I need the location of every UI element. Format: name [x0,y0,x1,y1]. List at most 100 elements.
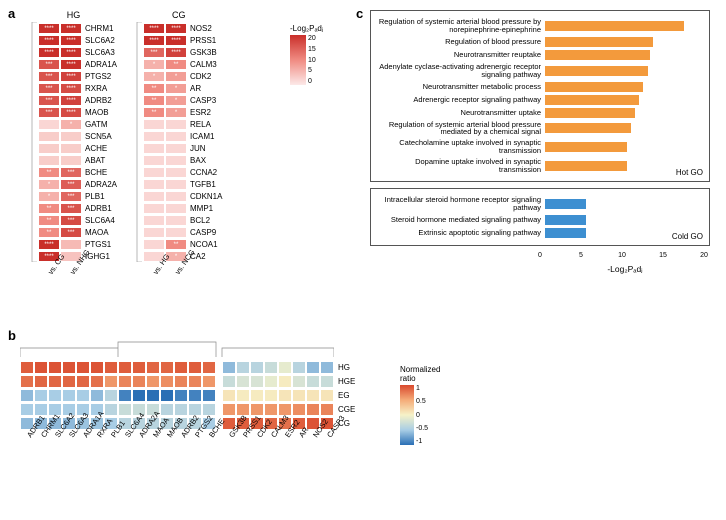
gene-label: ICAM1 [190,132,214,141]
heatmap-cell [62,375,76,388]
heatmap-cell [278,389,292,402]
heatmap-cell [118,361,132,374]
bar-row: Catecholamine uptake involved in synapti… [371,139,709,155]
heatmap-cell [34,403,48,416]
gene-label: ESR2 [190,108,211,117]
bar-row: Steroid hormone mediated signaling pathw… [371,215,709,225]
heatmap-cell [34,361,48,374]
gene-label: PLB1 [85,192,105,201]
gene-label: SCN5A [85,132,112,141]
heatmap-cell [278,361,292,374]
heatmap-cell [250,361,264,374]
heatmap-cell: ** [38,203,60,214]
heatmap-cell: **** [60,71,82,82]
gene-label: CASP3 [190,96,216,105]
heatmap-row: **NCOA1 [143,238,222,250]
heatmap-cell [90,389,104,402]
heatmap-row: ****PLB1 [38,190,117,202]
gene-label: AR [190,84,201,93]
heatmap-cell: * [143,59,165,70]
heatmap-cell [264,403,278,416]
heatmap-cell [202,375,216,388]
heatmap-row: *******RXRA [38,82,117,94]
tick-label: -0.5 [416,425,428,432]
heatmap-row: *******ADRA1A [38,58,117,70]
heatmap-cell [143,143,165,154]
bar-row: Neurotransmitter metabolic process [371,82,709,92]
heatmap-cell: **** [38,47,60,58]
gene-label: MMP1 [190,204,213,213]
chart-title: Hot GO [676,168,703,177]
gene-label: PTGS2 [85,72,111,81]
heatmap-cell [76,389,90,402]
cold-go-chart: Intracellular steroid hormone receptor s… [370,188,710,246]
heatmap-cell [38,119,60,130]
heatmap-cell: **** [60,95,82,106]
bar-row: Regulation of blood pressure [371,37,709,47]
heatmap-cell [165,227,187,238]
heatmap-row: ********PRSS1 [143,34,222,46]
gene-label: CCNA2 [190,168,217,177]
gene-label: ADRB1 [85,204,112,213]
heatmap-cell [292,361,306,374]
heatmap-cell [20,403,34,416]
heatmap-row: ********NOS2 [143,22,222,34]
heatmap-row: CASP9 [143,226,222,238]
heatmap-cell [188,389,202,402]
heatmap-cell [62,361,76,374]
heatmap-cell [143,179,165,190]
gene-label: ACHE [85,144,107,153]
heatmap-cell: * [60,119,82,130]
bar-label: Dopamine uptake involved in synaptic tra… [371,158,545,174]
tick-label: 0 [416,412,428,419]
heatmap-row: SCN5A [38,130,117,142]
bar-label: Steroid hormone mediated signaling pathw… [371,216,545,224]
heatmap-cell: **** [38,239,60,250]
chart-title: Cold GO [672,232,703,241]
heatmap-cell [146,375,160,388]
heatmap-cell [160,375,174,388]
bar [545,161,627,171]
heatmap-cell [306,403,320,416]
heatmap-cell [188,361,202,374]
heatmap-cell [188,375,202,388]
heatmap-cell: ** [143,107,165,118]
heatmap-cell: *** [38,71,60,82]
heatmap-cell [104,389,118,402]
panel-a-heatmaps: HG********CHRM1********SLC6A2********SLC… [30,10,222,278]
heatmap-cell [250,403,264,416]
heatmap-cell [20,361,34,374]
heatmap-row: ********SLC6A2 [38,34,117,46]
bar [545,142,627,152]
heatmap-cell [118,389,132,402]
hot-go-chart: Regulation of systemic arterial blood pr… [370,10,710,182]
heatmap-cell [188,403,202,416]
heatmap-cell [165,179,187,190]
heatmap-cell [264,375,278,388]
heatmap-cell [38,155,60,166]
bar [545,95,639,105]
heatmap-cell: * [165,71,187,82]
heatmap-cell: ** [143,95,165,106]
heatmap-row: *****BCHE [38,166,117,178]
heatmap-cell: *** [60,203,82,214]
panel-a-label: a [8,6,15,21]
gene-label: CDK2 [190,72,211,81]
bar-row: Regulation of systemic arterial blood pr… [371,18,709,34]
block-title: HG [30,10,117,20]
tick-label: 0 [308,78,316,85]
bar-row: Dopamine uptake involved in synaptic tra… [371,158,709,174]
heatmap-row: JUN [143,142,222,154]
heatmap-cell: **** [60,83,82,94]
row-label: HG [338,363,350,372]
figure: a b c HG********CHRM1********SLC6A2*****… [0,0,726,520]
panel-b-heatmap-wrap: HGHGEEGCGECG ADRB1CHRM1SLC6A2SLC6A3ADRA1… [20,340,355,441]
heatmap-cell [146,389,160,402]
heatmap-cell: **** [38,23,60,34]
heatmap-cell [320,403,334,416]
tick-label: 1 [416,385,428,392]
bar-label: Regulation of blood pressure [371,38,545,46]
heatmap-cell [160,361,174,374]
bar-row: Intracellular steroid hormone receptor s… [371,196,709,212]
bar [545,82,643,92]
